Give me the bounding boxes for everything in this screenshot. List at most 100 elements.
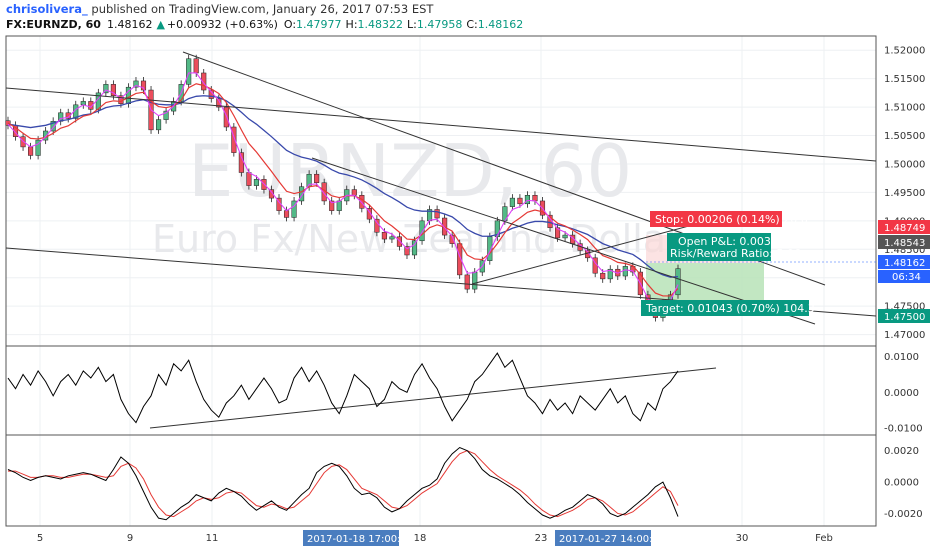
candle-67 xyxy=(509,194,515,211)
price-badges: 1.48749 1.48543 1.48162 06:34 1.47500 xyxy=(878,220,930,323)
candle-body-73 xyxy=(554,227,561,239)
badge-target: 1.47500 xyxy=(884,312,925,323)
candle-body-61 xyxy=(464,274,470,290)
candle-body-67 xyxy=(509,197,515,207)
osc2-tick-0: 0.0020 xyxy=(884,446,919,457)
oscillator-pane-1 xyxy=(7,352,679,424)
candle-body-46 xyxy=(351,189,357,196)
candle-54 xyxy=(411,236,418,259)
trendlines[interactable] xyxy=(5,51,877,429)
candle-33 xyxy=(253,175,259,190)
badge-countdown-bg xyxy=(878,270,930,283)
price-tick-3: 1.50500 xyxy=(884,131,925,142)
open-value: 1.47977 xyxy=(296,18,342,31)
close-label: C: xyxy=(466,18,477,31)
last-price: 1.48162 xyxy=(107,18,153,31)
candle-body-37 xyxy=(283,210,290,218)
pnl-label-box[interactable]: Open P&L: 0.00381 Risk/Reward Ratio: 5.0… xyxy=(667,233,801,261)
time-tick-3: 18 xyxy=(414,533,427,544)
candle-body-52 xyxy=(396,236,403,247)
watermark-symbol: EURNZD, 60 xyxy=(188,129,632,213)
target-label: Target: 0.01043 (0.70%) 104.3 xyxy=(645,302,815,315)
candle-body-80 xyxy=(607,268,613,280)
candle-17 xyxy=(133,76,139,92)
stop-label-box[interactable]: Stop: 0.00206 (0.14%) 20.6 xyxy=(650,211,808,227)
trendline-oscillator[interactable] xyxy=(149,367,717,429)
candle-body-89 xyxy=(675,268,681,296)
time-axis[interactable]: 5 9 11 18 23 30 Feb xyxy=(37,533,833,544)
candle-body-50 xyxy=(381,231,387,240)
time-highlight-1: 2017-01-18 17:00:00 xyxy=(307,534,413,545)
candles xyxy=(5,54,681,322)
candle-body-24 xyxy=(186,58,192,85)
candle-body-21 xyxy=(163,110,169,120)
candle-20 xyxy=(156,115,162,134)
candle-89 xyxy=(675,264,681,299)
price-tick-5: 1.49500 xyxy=(884,188,925,199)
oscillator-2-main-line xyxy=(7,446,679,521)
candle-14 xyxy=(110,80,116,100)
candle-48 xyxy=(366,204,372,224)
time-highlight-2: 2017-01-27 14:00:00 xyxy=(559,534,665,545)
candle-body-32 xyxy=(246,172,252,186)
candle-body-44 xyxy=(336,200,342,211)
candle-body-48 xyxy=(366,208,372,220)
candle-13 xyxy=(103,80,109,97)
candle-body-70 xyxy=(532,195,538,202)
candle-body-39 xyxy=(299,186,305,202)
change-value: +0.00932 (+0.63%) xyxy=(167,18,278,31)
time-highlight-1-bg xyxy=(303,530,399,546)
candle-body-13 xyxy=(103,84,109,94)
candle-18 xyxy=(140,76,147,95)
candle-body-68 xyxy=(517,197,523,205)
badge-upper: 1.48543 xyxy=(884,238,925,249)
badge-stop: 1.48749 xyxy=(884,223,925,234)
time-tick-5: 30 xyxy=(736,533,749,544)
low-label: L: xyxy=(407,18,417,31)
badge-last-bg xyxy=(878,255,930,269)
time-highlight-2-bg xyxy=(555,530,651,546)
svg-text:chrisolivera_ published on Tra: chrisolivera_ published on TradingView.c… xyxy=(6,2,434,17)
candle-6 xyxy=(50,117,56,135)
candle-body-54 xyxy=(411,240,418,256)
stop-label: Stop: 0.00206 (0.14%) 20.6 xyxy=(655,213,808,226)
candle-body-69 xyxy=(524,195,530,205)
candle-80 xyxy=(607,265,613,283)
candle-body-33 xyxy=(253,179,259,186)
osc2-tick-1: 0.0000 xyxy=(884,478,919,489)
candle-4 xyxy=(35,136,41,160)
time-tick-4: 23 xyxy=(535,533,548,544)
candle-body-17 xyxy=(133,80,139,88)
candle-26 xyxy=(201,68,207,95)
candle-body-74 xyxy=(562,234,568,239)
trendline-upper-channel[interactable] xyxy=(5,87,877,162)
candle-body-41 xyxy=(314,173,320,184)
low-value: 1.47958 xyxy=(417,18,463,31)
candle-body-57 xyxy=(434,209,440,219)
trendline-down-inner[interactable] xyxy=(311,157,816,325)
candle-body-14 xyxy=(110,84,116,96)
time-tick-6: Feb xyxy=(815,533,833,544)
candle-11 xyxy=(88,97,94,114)
candle-body-25 xyxy=(193,58,199,74)
candle-body-11 xyxy=(88,101,94,110)
candle-body-43 xyxy=(329,200,335,211)
candle-55 xyxy=(419,216,425,245)
oscillator-pane-2 xyxy=(7,446,679,521)
candle-68 xyxy=(517,194,523,208)
candle-body-18 xyxy=(140,80,147,91)
candle-body-38 xyxy=(291,200,297,218)
target-label-box[interactable]: Target: 0.01043 (0.70%) 104.3 xyxy=(641,300,815,316)
price-tick-0: 1.52000 xyxy=(884,46,925,57)
change-up-icon: ▲ xyxy=(156,18,165,31)
header: chrisolivera_ published on TradingView.c… xyxy=(6,2,523,31)
high-value: 1.48322 xyxy=(358,18,404,31)
candle-35 xyxy=(268,185,275,203)
osc1-tick-0: 0.0100 xyxy=(884,352,919,363)
price-tick-9: 1.47500 xyxy=(884,302,925,313)
grid xyxy=(6,36,876,526)
author-link[interactable]: chrisolivera_ xyxy=(6,2,88,17)
price-tick-2: 1.51000 xyxy=(884,103,925,114)
